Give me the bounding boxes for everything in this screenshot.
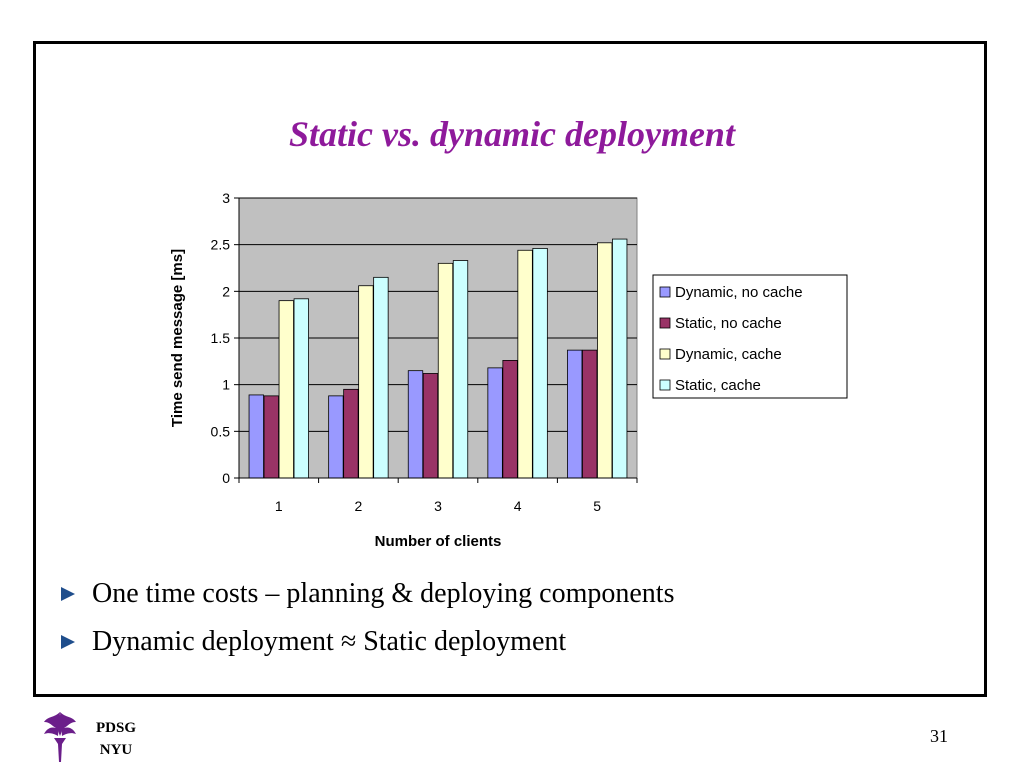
bar xyxy=(358,285,374,479)
bar xyxy=(293,298,309,479)
bar xyxy=(278,300,294,479)
org-line-1: PDSG xyxy=(95,720,136,736)
y-tick-label: 0.5 xyxy=(211,423,231,439)
slide-title: Static vs. dynamic deployment xyxy=(289,114,735,154)
org-line-2: NYU xyxy=(99,742,133,758)
x-tick-label: 4 xyxy=(514,498,522,514)
legend-swatch xyxy=(659,317,671,329)
legend-swatch xyxy=(659,286,671,298)
x-tick-label: 2 xyxy=(355,498,363,514)
x-axis-label: Number of clients xyxy=(375,533,502,550)
legend-swatch xyxy=(659,348,671,360)
bar xyxy=(343,388,359,479)
triangle-bullet-icon xyxy=(61,635,75,649)
org-label: PDSG NYU xyxy=(86,717,146,761)
y-axis-label: Time send message [ms] xyxy=(169,249,186,427)
bar xyxy=(597,242,613,479)
bullet-text: One time costs – planning & deploying co… xyxy=(92,578,675,609)
legend-swatch xyxy=(659,379,671,391)
bar xyxy=(452,260,469,479)
y-tick-label: 3 xyxy=(222,190,230,206)
bar xyxy=(517,249,533,479)
x-tick-label: 5 xyxy=(593,498,601,514)
bar xyxy=(437,262,454,479)
bar xyxy=(422,373,439,479)
bar xyxy=(612,238,628,479)
legend-box xyxy=(652,274,848,399)
y-tick-label: 0 xyxy=(222,470,230,486)
bullet-list: One time costs – planning & deploying co… xyxy=(58,570,674,666)
bar xyxy=(407,370,424,479)
x-tick-label: 3 xyxy=(434,498,442,514)
slide-frame xyxy=(33,41,987,697)
bar xyxy=(487,367,503,479)
nyu-torch-logo-icon xyxy=(44,712,76,762)
bar xyxy=(567,349,583,479)
legend-entry: Static, no cache xyxy=(675,315,782,332)
legend-entry: Dynamic, cache xyxy=(675,346,782,363)
bullet-text: Dynamic deployment ≈ Static deployment xyxy=(92,626,567,657)
x-tick-label: 1 xyxy=(275,498,283,514)
page-number: 31 xyxy=(930,726,948,746)
bullet-item: Dynamic deployment ≈ Static deployment xyxy=(58,618,674,666)
bullet-item: One time costs – planning & deploying co… xyxy=(58,570,674,618)
triangle-bullet-icon xyxy=(61,587,75,601)
legend-entry: Static, cache xyxy=(675,377,761,394)
y-tick-label: 1 xyxy=(222,377,230,393)
bar xyxy=(532,247,548,479)
y-tick-label: 2 xyxy=(222,283,230,299)
bar xyxy=(582,349,598,479)
bar xyxy=(502,359,518,479)
bar xyxy=(373,276,389,479)
bar xyxy=(328,395,344,479)
bar xyxy=(263,395,279,479)
y-tick-label: 1.5 xyxy=(211,330,231,346)
bar xyxy=(248,394,264,479)
legend-entry: Dynamic, no cache xyxy=(675,284,803,301)
y-tick-label: 2.5 xyxy=(211,237,231,253)
